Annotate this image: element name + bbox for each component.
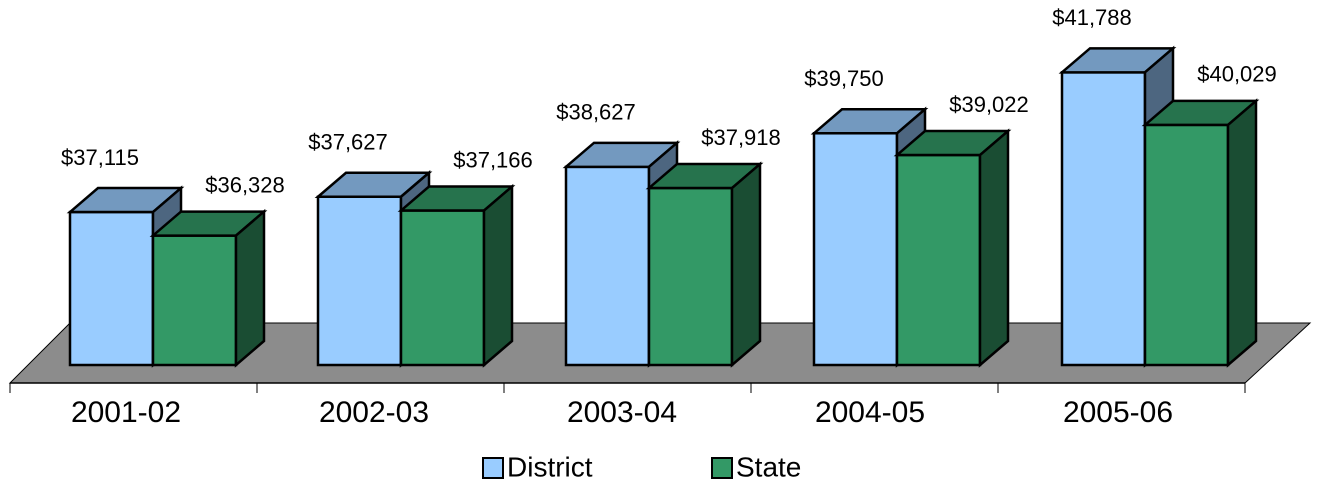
value-label: $37,115 [61, 145, 139, 170]
value-label: $37,166 [453, 147, 533, 172]
x-tick-label: 2001-02 [71, 396, 181, 429]
bar-side [978, 128, 1010, 368]
bar-side [1226, 98, 1258, 368]
legend-swatch [482, 457, 504, 479]
value-label: $36,328 [205, 172, 285, 197]
value-label: $37,627 [308, 130, 388, 155]
x-tick-label: 2004-05 [815, 396, 925, 429]
bar [564, 165, 651, 367]
x-tick-label: 2002-03 [319, 396, 429, 429]
value-label: $38,627 [556, 100, 636, 125]
legend-label: District [507, 451, 593, 482]
bar-side [730, 161, 762, 368]
bar [399, 209, 486, 367]
x-tick-label: 2003-04 [567, 396, 677, 429]
bar [68, 210, 155, 367]
bar-side [482, 183, 514, 368]
value-label: $40,029 [1197, 62, 1277, 87]
legend-label: State [736, 451, 801, 482]
bar [316, 195, 403, 367]
bar [895, 153, 982, 367]
value-label: $39,750 [804, 66, 884, 91]
bar [647, 186, 734, 367]
value-label: $37,918 [701, 125, 781, 150]
bar [151, 234, 238, 367]
legend-swatch [711, 457, 733, 479]
bar [1143, 123, 1230, 367]
value-label: $39,022 [949, 92, 1029, 117]
bar [1060, 71, 1147, 367]
x-tick-label: 2005-06 [1063, 396, 1173, 429]
bar [812, 132, 899, 367]
value-label: $41,788 [1052, 5, 1132, 30]
bar-side [234, 208, 266, 368]
